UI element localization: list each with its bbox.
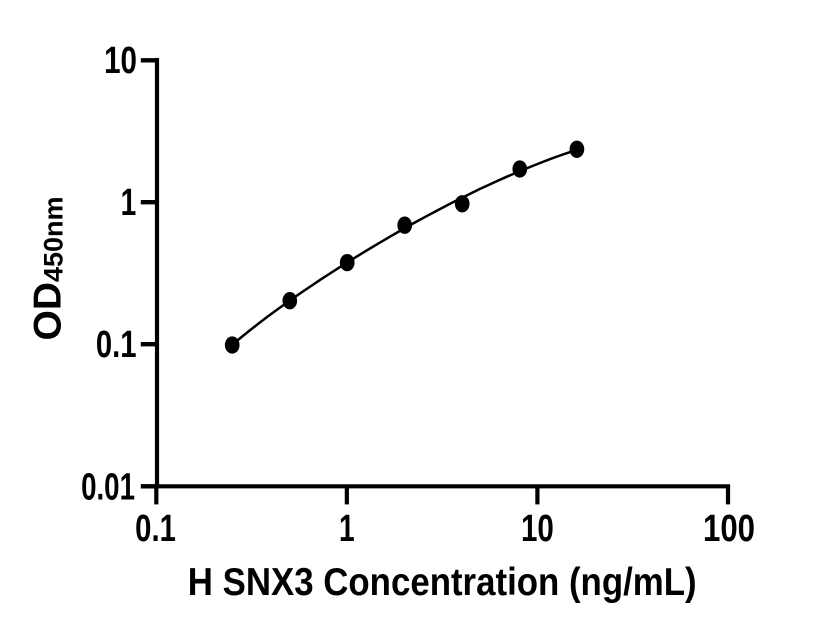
svg-text:10: 10: [521, 508, 554, 550]
svg-text:100: 100: [703, 508, 755, 550]
svg-text:0.1: 0.1: [135, 507, 176, 550]
svg-text:H SNX3 Concentration (ng/mL): H SNX3 Concentration (ng/mL): [188, 560, 697, 603]
svg-text:10: 10: [104, 39, 137, 81]
svg-text:1: 1: [121, 182, 137, 224]
svg-text:0.1: 0.1: [96, 323, 137, 366]
svg-text:1: 1: [339, 508, 355, 550]
svg-text:0.01: 0.01: [81, 466, 135, 508]
